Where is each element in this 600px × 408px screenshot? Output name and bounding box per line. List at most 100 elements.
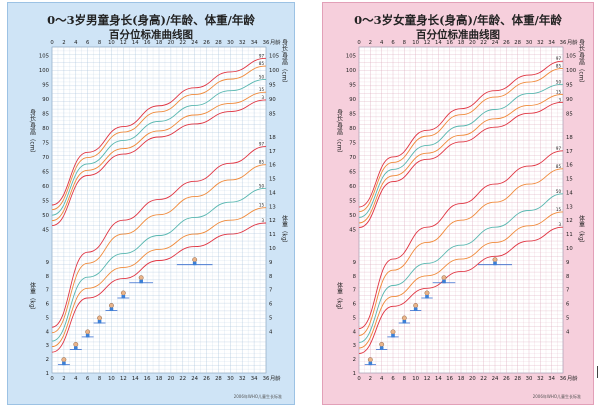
age-tick-label-top: 0 xyxy=(357,40,361,46)
weight-tick-label-right: 6 xyxy=(269,302,273,308)
weight-tick-label-left: 9 xyxy=(46,260,49,266)
weight-axis-title-right: 体重（kg） xyxy=(281,215,288,247)
weight-tick-label-right: 6 xyxy=(566,302,570,308)
weight-tick-label-right: 11 xyxy=(269,232,276,238)
length-tick-label-left: 80 xyxy=(42,126,49,132)
length-percentile-label: 97 xyxy=(556,56,562,61)
length-tick-label-left: 50 xyxy=(349,213,356,219)
child-figure-body-icon xyxy=(73,346,78,350)
weight-tick-label-right: 9 xyxy=(566,260,569,266)
age-tick-label-top: 22 xyxy=(179,40,186,46)
length-tick-label-left: 65 xyxy=(349,169,356,175)
age-tick-label-top: 18 xyxy=(156,40,163,46)
chart-grid-lines xyxy=(358,46,564,374)
age-tick-label-top: 26 xyxy=(203,40,210,46)
child-figure-icon xyxy=(138,275,144,281)
child-figure-body-icon xyxy=(139,279,143,284)
weight-tick-label-right: 4 xyxy=(566,329,570,335)
age-tick-label-top: 8 xyxy=(403,40,407,46)
child-figure-body-icon xyxy=(121,295,126,299)
weight-tick-label-right: 5 xyxy=(269,315,272,321)
weight-percentile-97-line xyxy=(358,150,564,330)
length-axis-title-left: 身长/身高（cm） xyxy=(29,109,36,157)
age-tick-label-bottom: 22 xyxy=(179,376,186,382)
length-tick-label-left: 45 xyxy=(349,227,356,233)
weight-tick-label-right: 9 xyxy=(269,260,272,266)
age-tick-label-top: 34 xyxy=(251,40,258,46)
length-tick-label-right: 105 xyxy=(566,54,576,60)
age-tick-label-top: 10 xyxy=(412,40,419,46)
child-figure-icon xyxy=(401,315,407,321)
length-tick-label-left: 90 xyxy=(42,97,49,103)
age-tick-label-top: 20 xyxy=(469,40,476,46)
weight-percentile-3-line xyxy=(51,222,267,353)
child-figure-icon xyxy=(109,303,114,308)
length-tick-label-right: 100 xyxy=(566,68,577,74)
age-tick-label-bottom: 4 xyxy=(74,376,78,382)
length-tick-label-left: 70 xyxy=(349,155,356,161)
age-tick-label-bottom: 6 xyxy=(86,376,90,382)
child-figure-body-icon xyxy=(442,279,446,284)
age-tick-label-top: 22 xyxy=(480,40,487,46)
weight-percentile-label: 50 xyxy=(556,189,562,194)
age-unit-label-top: 月龄 xyxy=(567,38,578,46)
child-figure-body-icon xyxy=(97,320,102,324)
length-tick-label-left: 55 xyxy=(42,198,49,204)
weight-tick-label-left: 5 xyxy=(353,315,356,321)
length-tick-label-left: 50 xyxy=(42,213,49,219)
weight-tick-label-right: 15 xyxy=(269,177,276,183)
age-tick-label-bottom: 2 xyxy=(62,376,65,382)
child-figure-body-icon xyxy=(368,361,373,366)
age-tick-label-bottom: 16 xyxy=(446,376,453,382)
age-tick-label-bottom: 36 xyxy=(263,376,270,382)
length-tick-label-left: 75 xyxy=(349,141,356,147)
length-tick-label-left: 60 xyxy=(349,184,356,190)
age-tick-label-top: 8 xyxy=(98,40,102,46)
weight-percentile-50-line xyxy=(51,187,267,342)
age-tick-label-top: 28 xyxy=(215,40,222,46)
length-percentile-label: 15 xyxy=(556,89,562,94)
age-tick-label-bottom: 18 xyxy=(458,376,465,382)
length-tick-label-left: 100 xyxy=(346,68,357,74)
child-figure-icon xyxy=(97,315,102,321)
weight-percentile-85-line xyxy=(358,168,564,336)
length-tick-label-left: 105 xyxy=(39,54,49,60)
age-tick-label-bottom: 8 xyxy=(98,376,102,382)
weight-axis-title-right: 体重（kg） xyxy=(578,215,585,247)
weight-tick-label-left: 2 xyxy=(46,357,49,363)
length-tick-label-right: 100 xyxy=(269,68,280,74)
weight-percentile-label: 15 xyxy=(556,207,562,212)
weight-tick-label-left: 8 xyxy=(46,274,50,280)
age-tick-label-top: 2 xyxy=(62,40,65,46)
length-axis-title-left: 身长/身高（cm） xyxy=(336,109,343,157)
weight-tick-label-left: 6 xyxy=(46,302,50,308)
child-figure-body-icon xyxy=(85,333,90,338)
age-tick-label-top: 20 xyxy=(168,40,175,46)
age-tick-label-bottom: 24 xyxy=(492,376,499,382)
weight-axis-title-left: 体重（kg） xyxy=(336,282,343,314)
age-tick-label-bottom: 20 xyxy=(168,376,175,382)
length-percentile-15-line xyxy=(51,91,267,222)
age-tick-label-bottom: 34 xyxy=(548,376,555,382)
age-tick-label-top: 12 xyxy=(424,40,431,46)
length-tick-label-left: 75 xyxy=(42,141,49,147)
weight-percentile-15-line xyxy=(358,211,564,349)
length-percentile-3-line xyxy=(51,99,267,227)
age-tick-label-bottom: 0 xyxy=(50,376,54,382)
length-percentile-85-line xyxy=(358,67,564,213)
age-tick-label-top: 36 xyxy=(560,40,567,46)
weight-tick-label-left: 4 xyxy=(46,329,50,335)
child-figure-body-icon xyxy=(379,346,384,350)
length-tick-label-right: 85 xyxy=(269,112,276,118)
child-figure-icon xyxy=(120,290,126,296)
weight-tick-label-left: 2 xyxy=(353,357,356,363)
age-tick-label-bottom: 18 xyxy=(156,376,163,382)
age-tick-label-bottom: 22 xyxy=(480,376,487,382)
girls-chart-subtitle: 百分位标准曲线图 xyxy=(416,29,500,41)
weight-tick-label-right: 14 xyxy=(566,190,573,196)
length-tick-label-left: 95 xyxy=(349,83,356,89)
age-tick-label-bottom: 28 xyxy=(215,376,222,382)
weight-tick-label-left: 7 xyxy=(353,288,356,294)
weight-tick-label-right: 17 xyxy=(269,149,276,155)
